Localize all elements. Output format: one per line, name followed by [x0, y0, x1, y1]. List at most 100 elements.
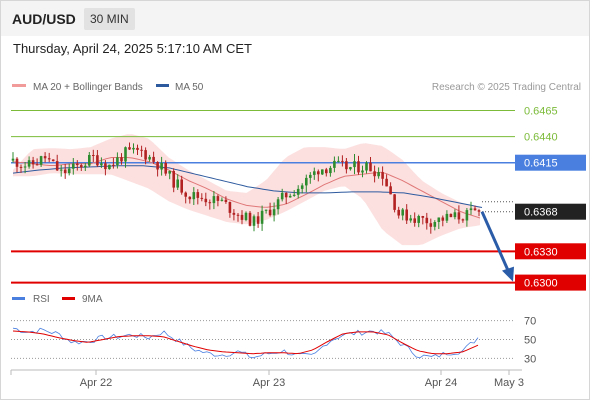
candle-body: [23, 166, 27, 168]
candle-body: [377, 172, 380, 177]
rsi-legend-label: RSI: [33, 294, 50, 305]
candle-body: [305, 177, 308, 186]
candle-body: [349, 167, 352, 170]
projection-arrow-head: [502, 266, 514, 282]
candle-body: [124, 147, 127, 162]
candle-body: [365, 162, 368, 171]
candle-body: [47, 158, 51, 160]
candle-body: [425, 217, 429, 224]
candle-body: [296, 188, 300, 195]
candle-body: [80, 165, 83, 168]
candle-body: [72, 163, 75, 169]
moving-averages: [12, 157, 515, 219]
candle-body: [373, 171, 376, 177]
candle-body: [449, 213, 453, 218]
rsi-tick-label: 30: [524, 353, 536, 365]
candle-body: [457, 212, 461, 220]
candle-body: [116, 157, 119, 165]
rsi-legend-swatch: [12, 297, 25, 300]
candle-body: [321, 169, 324, 175]
candle-body: [240, 214, 244, 220]
candle-body: [108, 164, 111, 170]
candle-body: [409, 218, 412, 221]
candle-body: [148, 156, 151, 160]
candle-body: [437, 217, 441, 222]
level-label: 0.6415: [524, 158, 558, 170]
candle-body: [128, 147, 131, 150]
candle-body: [292, 194, 296, 196]
candle-body: [232, 212, 236, 215]
candle-body: [461, 219, 465, 221]
candle-body: [144, 150, 147, 160]
level-label: 0.6300: [524, 278, 558, 290]
candle-body: [168, 171, 171, 174]
candle-body: [417, 216, 420, 223]
level-label: 0.6465: [524, 106, 558, 118]
candle-body: [405, 209, 408, 221]
candle-body: [172, 171, 175, 188]
level-label-box: [515, 243, 586, 260]
x-tick-label: Apr 22: [80, 377, 112, 389]
candle-body: [272, 209, 276, 216]
candle-body: [397, 209, 400, 216]
candle-body: [317, 171, 320, 175]
candle-body: [35, 164, 39, 166]
candle-body: [473, 208, 477, 211]
candle-body: [27, 160, 31, 167]
candle-body: [453, 212, 457, 218]
candle-body: [236, 214, 240, 216]
candle-body: [136, 147, 139, 150]
candle-body: [469, 208, 473, 211]
candle-body: [152, 156, 155, 162]
candle-body: [300, 185, 304, 189]
x-tick-label: Apr 23: [253, 377, 285, 389]
candle-body: [441, 217, 445, 221]
currency-pair-title: AUD/USD: [12, 11, 76, 27]
rsi-tick-label: 70: [524, 316, 536, 328]
ma50-legend-label: MA 50: [175, 82, 204, 93]
candle-body: [256, 216, 260, 224]
ma20-bb-legend-swatch: [12, 84, 26, 87]
candle-body: [184, 192, 187, 197]
candle-body: [43, 156, 47, 159]
candle-body: [63, 169, 67, 174]
candle-body: [248, 212, 252, 226]
level-label-box: [515, 154, 586, 171]
rsi-line: [12, 327, 479, 359]
level-label-box: [515, 203, 586, 220]
9ma-legend-swatch: [62, 297, 75, 300]
candle-body: [309, 174, 312, 178]
candle-body: [192, 192, 196, 200]
chart-header: AUD/USD 30 MIN: [1, 1, 589, 36]
candle-body: [39, 156, 43, 165]
candle-body: [313, 171, 316, 175]
bollinger-band-area: [13, 134, 480, 246]
candle-body: [357, 161, 360, 173]
candle-body: [413, 218, 416, 223]
candle-body: [284, 192, 288, 198]
candle-body: [132, 147, 135, 150]
ma50-legend-swatch: [156, 84, 169, 87]
candle-body: [104, 163, 107, 170]
timeframe-badge[interactable]: 30 MIN: [84, 8, 135, 30]
projection-arrow-shaft: [480, 211, 511, 274]
candle-body: [369, 162, 372, 172]
candles: [11, 142, 481, 234]
x-axis: Apr 22 Apr 23 Apr 24 May 3: [10, 369, 524, 389]
candle-body: [252, 216, 256, 226]
candle-body: [67, 168, 71, 174]
x-tick-label: May 3: [494, 377, 524, 389]
candle-body: [361, 170, 364, 173]
candle-body: [264, 209, 268, 211]
candle-body: [31, 160, 35, 165]
candle-body: [55, 161, 59, 171]
x-tick-label: Apr 24: [425, 377, 457, 389]
candle-body: [433, 222, 437, 227]
level-labels: 0.6465 0.6440 0.6415 0.6368 0.6330 0.6300: [515, 106, 586, 291]
candle-body: [96, 155, 99, 166]
candle-body: [140, 149, 143, 151]
candle-body: [325, 169, 328, 174]
candle-body: [477, 210, 481, 212]
candle-body: [216, 196, 220, 201]
